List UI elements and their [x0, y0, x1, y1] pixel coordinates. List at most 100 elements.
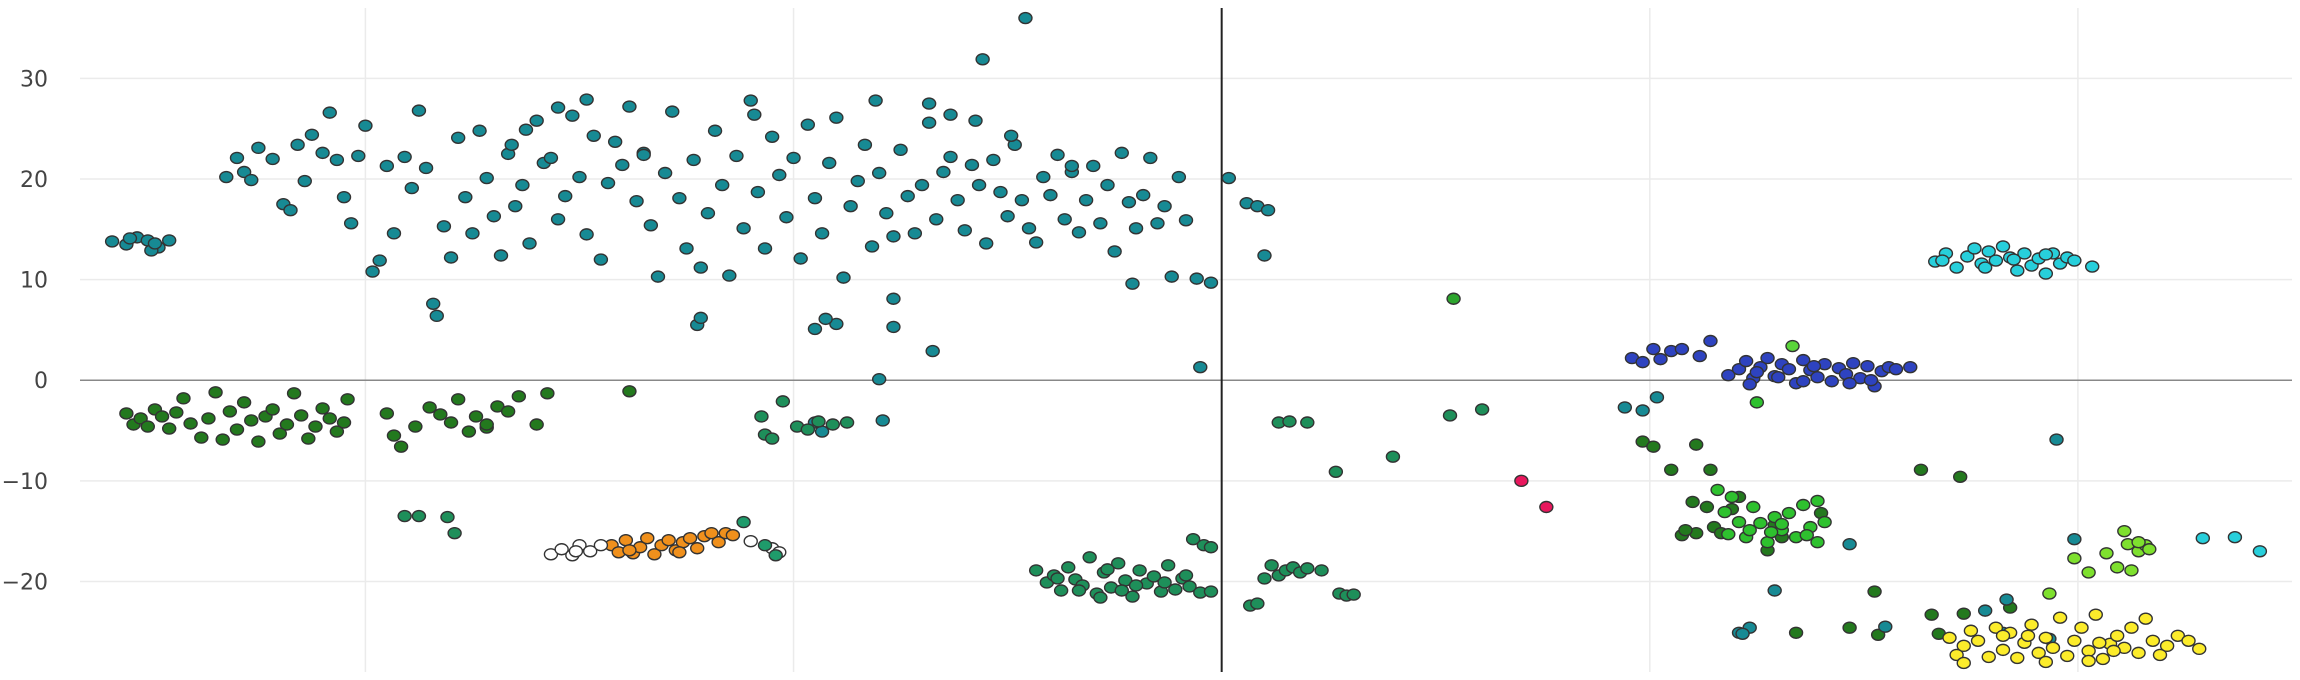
data-point — [764, 432, 780, 445]
data-point — [1763, 525, 1779, 539]
data-point — [1688, 438, 1704, 451]
data-point — [1314, 564, 1329, 577]
data-point — [1146, 570, 1162, 583]
data-point — [1949, 648, 1964, 662]
data-point — [440, 510, 455, 524]
data-point — [1842, 538, 1857, 551]
data-point — [1114, 146, 1129, 160]
y-tick-label: 20 — [20, 168, 48, 193]
data-point — [1653, 352, 1668, 366]
data-point — [1082, 551, 1097, 564]
data-point — [2038, 267, 2054, 280]
data-point — [600, 176, 616, 190]
data-point — [133, 412, 148, 425]
data-point — [1903, 360, 1918, 374]
data-point — [2010, 264, 2025, 277]
data-point — [943, 150, 958, 164]
data-point — [529, 114, 544, 127]
data-point — [921, 116, 937, 129]
data-point — [736, 222, 751, 235]
data-point — [1250, 597, 1265, 610]
data-point — [1264, 559, 1279, 572]
data-point — [736, 515, 751, 529]
data-point — [2017, 247, 2032, 260]
data-point — [1685, 495, 1700, 509]
data-point — [1646, 440, 1661, 453]
data-point — [351, 149, 366, 163]
data-point — [297, 174, 312, 188]
data-point — [1178, 214, 1194, 227]
data-point — [690, 542, 705, 555]
data-point — [665, 105, 680, 118]
data-point — [1888, 362, 1904, 376]
data-point — [1635, 355, 1650, 369]
data-point — [404, 181, 419, 195]
data-point — [104, 235, 120, 248]
data-point — [1028, 564, 1044, 577]
data-point — [875, 414, 890, 427]
data-point — [661, 534, 676, 547]
data-point — [1203, 541, 1219, 554]
data-point — [886, 292, 901, 305]
data-point — [1474, 403, 1490, 416]
data-point — [936, 165, 951, 179]
data-point — [839, 416, 855, 429]
data-point — [2038, 248, 2054, 261]
data-point — [161, 422, 177, 435]
data-point — [486, 210, 502, 223]
data-point — [1189, 272, 1204, 285]
data-point — [1071, 584, 1087, 597]
data-point — [479, 171, 494, 185]
y-tick-labels: −20 −10 0 10 20 30 — [2, 67, 48, 595]
data-point — [1760, 351, 1775, 365]
data-point — [1721, 369, 1736, 382]
data-point — [814, 227, 830, 240]
data-point — [1260, 204, 1276, 217]
data-point — [800, 423, 816, 436]
data-point — [1328, 465, 1344, 478]
data-point — [1956, 639, 1971, 653]
data-point — [1157, 576, 1172, 589]
data-point — [1093, 591, 1108, 604]
data-point — [550, 213, 566, 226]
data-point — [1781, 362, 1797, 376]
data-point — [236, 165, 252, 179]
data-point — [1157, 199, 1172, 213]
data-point — [1981, 245, 1996, 258]
data-point — [1995, 240, 2011, 253]
data-point — [1203, 585, 1219, 598]
data-point — [1710, 483, 1725, 497]
data-point — [322, 412, 337, 425]
data-point — [757, 539, 773, 552]
data-point — [693, 261, 708, 274]
data-point — [1257, 572, 1272, 585]
data-point — [1346, 588, 1361, 601]
data-point — [265, 403, 280, 416]
data-point — [1121, 195, 1137, 209]
data-point — [411, 509, 427, 523]
data-point — [365, 265, 380, 278]
data-point — [1810, 494, 1825, 508]
data-point — [329, 425, 345, 438]
data-point — [522, 237, 537, 250]
data-point — [386, 227, 402, 240]
data-point — [579, 228, 594, 241]
data-point — [2095, 652, 2111, 666]
data-point — [308, 420, 323, 433]
data-point — [579, 93, 594, 106]
data-point — [1767, 584, 1782, 597]
data-point — [1806, 359, 1822, 373]
data-point — [1057, 213, 1072, 226]
points-layer — [104, 11, 2268, 670]
data-point — [518, 123, 534, 136]
y-tick-label: 0 — [34, 369, 48, 394]
data-point — [2106, 644, 2121, 658]
data-point — [436, 220, 452, 233]
data-point — [468, 410, 484, 423]
data-point — [2131, 536, 2146, 549]
data-point — [1442, 409, 1458, 422]
data-point — [1050, 572, 1065, 585]
data-point — [543, 151, 559, 165]
data-point — [1810, 371, 1825, 384]
data-point — [986, 153, 1001, 167]
